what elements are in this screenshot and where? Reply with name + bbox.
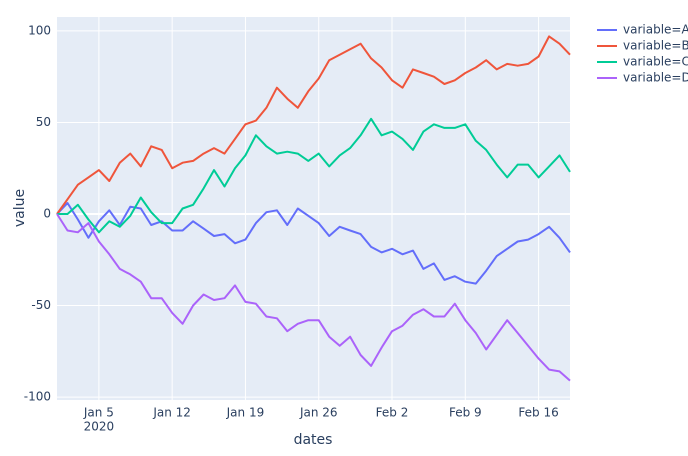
- y-tick-label: -100: [24, 390, 51, 404]
- legend-label[interactable]: variable=D: [623, 71, 688, 85]
- x-tick-label: Jan 19: [226, 406, 265, 420]
- y-tick-label: -50: [31, 298, 51, 312]
- x-tick-label: Jan 26: [299, 406, 338, 420]
- x-tick-year: 2020: [84, 420, 115, 434]
- y-tick-label: 0: [43, 206, 51, 220]
- x-axis-title: dates: [294, 432, 333, 448]
- legend-label[interactable]: variable=C: [623, 55, 688, 69]
- x-tick-label: Feb 9: [449, 406, 482, 420]
- legend-label[interactable]: variable=B: [623, 39, 688, 53]
- series-line: [57, 117, 571, 234]
- x-tick-label: Jan 5: [83, 406, 114, 420]
- legend-label[interactable]: variable=A: [623, 23, 688, 37]
- y-axis-title: value: [12, 189, 28, 227]
- x-tick-label: Jan 12: [152, 406, 191, 420]
- x-tick-label: Feb 2: [376, 406, 409, 420]
- series-line: [56, 213, 571, 382]
- series-line: [56, 202, 571, 285]
- plot-area: [57, 17, 570, 400]
- y-tick-label: 100: [28, 23, 51, 37]
- x-tick-label: Feb 16: [518, 406, 558, 420]
- series-line: [56, 35, 571, 215]
- y-tick-label: 50: [36, 115, 51, 129]
